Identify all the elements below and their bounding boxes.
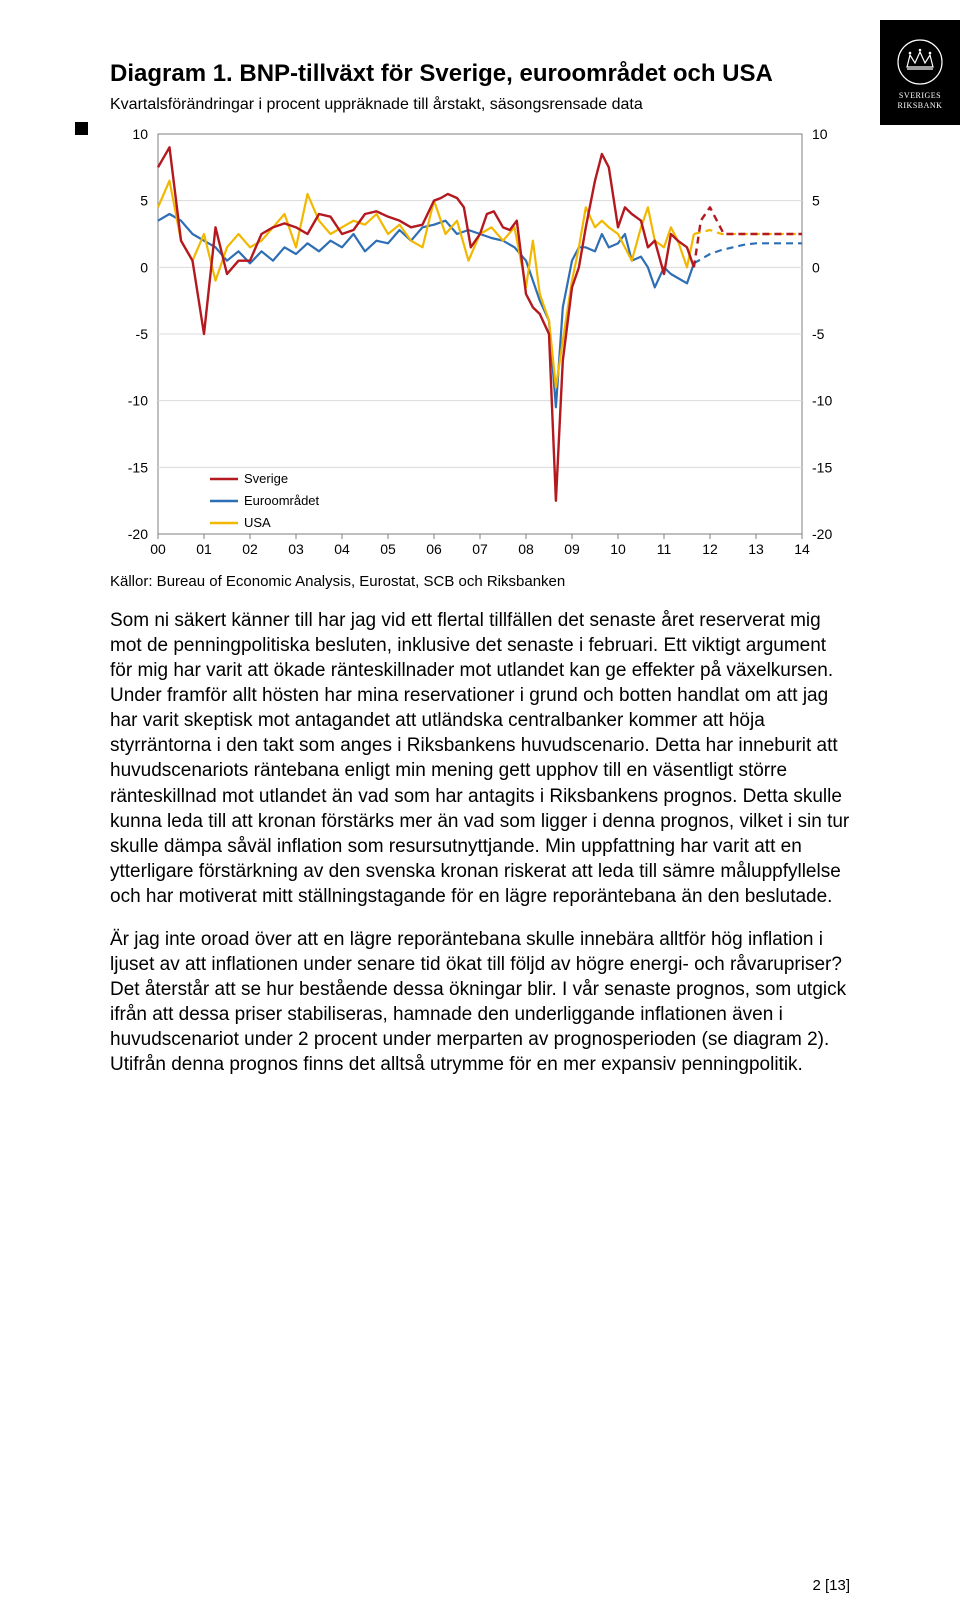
section-marker-icon bbox=[75, 122, 88, 135]
svg-text:04: 04 bbox=[334, 541, 350, 557]
svg-text:02: 02 bbox=[242, 541, 258, 557]
svg-text:10: 10 bbox=[132, 126, 148, 142]
riksbank-logo: SVERIGESRIKSBANK bbox=[880, 20, 960, 125]
svg-text:-10: -10 bbox=[812, 393, 832, 409]
svg-text:08: 08 bbox=[518, 541, 534, 557]
page-number: 2 [13] bbox=[812, 1577, 850, 1594]
chart: 10105500-5-5-10-10-15-15-20-200001020304… bbox=[110, 124, 850, 569]
svg-text:-15: -15 bbox=[128, 459, 148, 475]
svg-text:13: 13 bbox=[748, 541, 764, 557]
svg-text:12: 12 bbox=[702, 541, 718, 557]
svg-text:06: 06 bbox=[426, 541, 442, 557]
svg-text:14: 14 bbox=[794, 541, 810, 557]
svg-text:00: 00 bbox=[150, 541, 166, 557]
svg-text:10: 10 bbox=[610, 541, 626, 557]
svg-text:11: 11 bbox=[657, 541, 672, 557]
svg-text:09: 09 bbox=[564, 541, 580, 557]
svg-text:07: 07 bbox=[472, 541, 488, 557]
paragraph-2: Är jag inte oroad över att en lägre repo… bbox=[110, 927, 850, 1077]
svg-text:-20: -20 bbox=[812, 526, 832, 542]
paragraph-1: Som ni säkert känner till har jag vid et… bbox=[110, 608, 850, 909]
svg-text:-5: -5 bbox=[812, 326, 825, 342]
diagram-subtitle: Kvartalsförändringar i procent uppräknad… bbox=[110, 96, 850, 114]
svg-text:-5: -5 bbox=[136, 326, 149, 342]
svg-text:05: 05 bbox=[380, 541, 396, 557]
svg-text:USA: USA bbox=[244, 515, 271, 530]
svg-text:-10: -10 bbox=[128, 393, 148, 409]
svg-text:0: 0 bbox=[140, 259, 148, 275]
svg-text:Euroområdet: Euroområdet bbox=[244, 493, 320, 508]
svg-text:5: 5 bbox=[812, 193, 820, 209]
logo-text: SVERIGESRIKSBANK bbox=[898, 91, 943, 110]
svg-text:-15: -15 bbox=[812, 459, 832, 475]
svg-text:01: 01 bbox=[196, 541, 212, 557]
svg-text:0: 0 bbox=[812, 259, 820, 275]
svg-text:5: 5 bbox=[140, 193, 148, 209]
svg-text:Sverige: Sverige bbox=[244, 471, 288, 486]
crown-icon bbox=[895, 37, 945, 87]
sources-line: Källor: Bureau of Economic Analysis, Eur… bbox=[110, 573, 850, 590]
diagram-title: Diagram 1. BNP-tillväxt för Sverige, eur… bbox=[110, 60, 850, 88]
svg-text:03: 03 bbox=[288, 541, 304, 557]
svg-text:-20: -20 bbox=[128, 526, 148, 542]
svg-text:10: 10 bbox=[812, 126, 828, 142]
